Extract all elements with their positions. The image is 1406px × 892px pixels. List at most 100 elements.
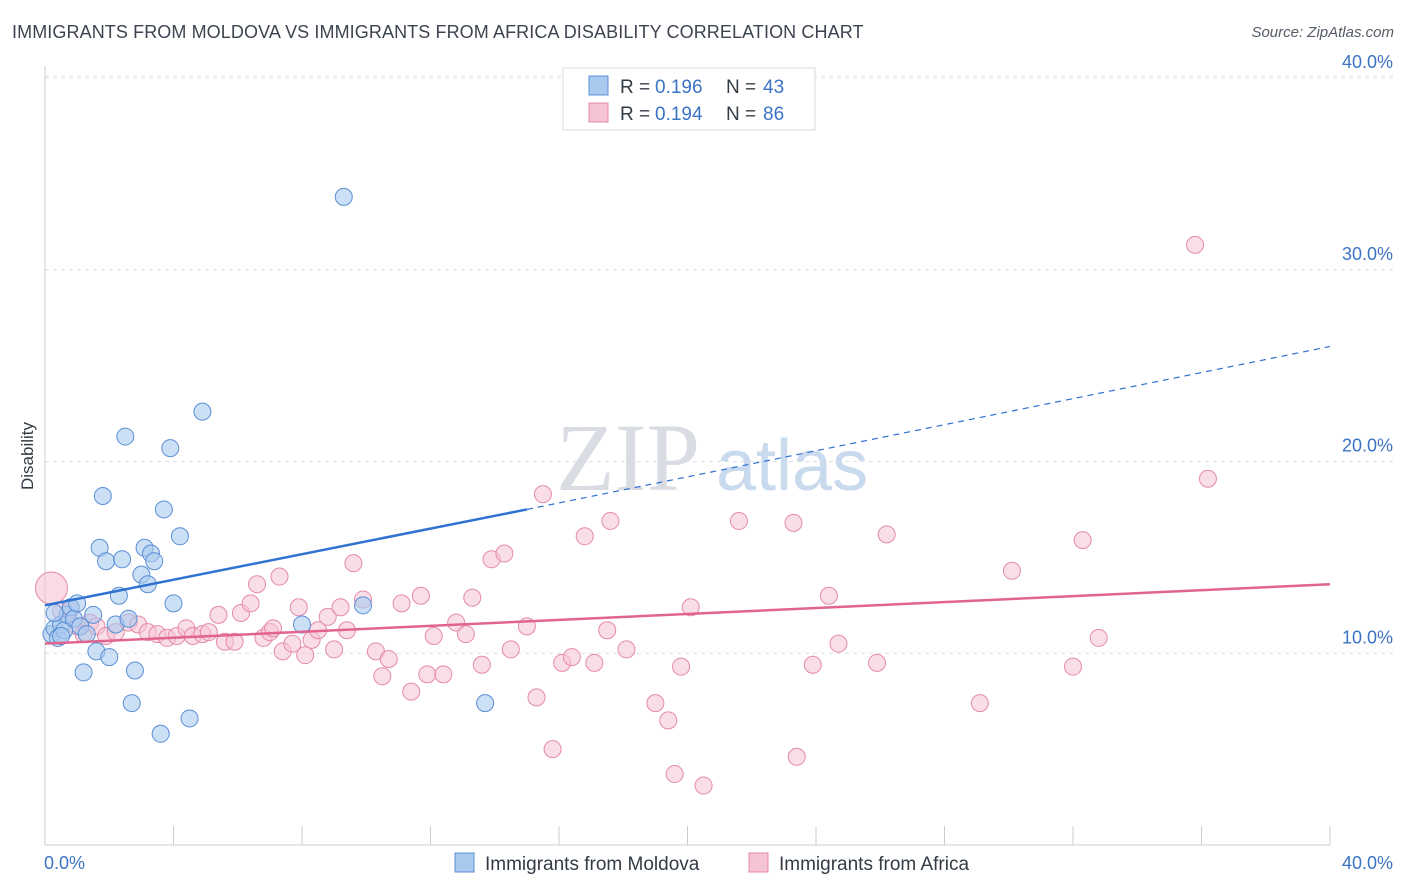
moldova-point: [334, 187, 353, 206]
moldova-point: [97, 552, 116, 571]
x-tick-labels: 0.0% 40.0%: [44, 853, 1393, 873]
africa-point: [424, 626, 443, 645]
africa-point: [331, 598, 350, 617]
y-tick-label-2: 30.0%: [1342, 244, 1393, 264]
source-label: Source: ZipAtlas.com: [1251, 24, 1394, 41]
africa-point: [248, 575, 267, 594]
africa-point: [527, 688, 546, 707]
africa-point: [1198, 469, 1217, 488]
africa-point: [472, 655, 491, 674]
legend-swatch-moldova: [588, 75, 609, 96]
africa-point: [1089, 628, 1108, 647]
africa-point: [199, 623, 218, 642]
africa-point: [289, 598, 308, 617]
africa-point: [225, 632, 244, 651]
africa-point: [241, 594, 260, 613]
africa-point: [970, 694, 989, 713]
watermark-atlas: atlas: [716, 426, 868, 506]
legend-r-label-africa: R =: [620, 104, 650, 125]
africa-point: [325, 640, 344, 659]
africa-point: [681, 598, 700, 617]
moldova-point: [122, 694, 141, 713]
africa-point: [729, 511, 748, 530]
moldova-point: [45, 603, 64, 622]
moldova-point: [113, 550, 132, 569]
legend-swatch-africa: [588, 102, 609, 123]
moldova-point: [100, 648, 119, 667]
axes: [44, 66, 1331, 846]
series-moldova-points: [42, 187, 495, 743]
moldova-point: [145, 552, 164, 571]
africa-point: [601, 511, 620, 530]
africa-point: [1064, 657, 1082, 676]
africa-point: [296, 646, 315, 665]
africa-point: [411, 586, 430, 605]
africa-point: [447, 613, 466, 632]
africa-point: [1073, 531, 1092, 550]
moldova-point: [125, 661, 144, 680]
africa-point: [819, 586, 838, 605]
series-africa-points: [34, 235, 1217, 795]
africa-point: [283, 634, 302, 653]
africa-point: [659, 711, 678, 730]
africa-point: [34, 571, 68, 605]
y-tick-labels: 10.0% 20.0% 30.0% 40.0%: [1342, 52, 1393, 647]
moldova-point: [476, 694, 495, 713]
africa-point: [877, 525, 896, 544]
africa-point: [784, 513, 803, 532]
legend-r-value-moldova: 0.196: [655, 77, 703, 98]
series-legend: Immigrants from Moldova Immigrants from …: [454, 852, 969, 875]
moldova-point: [161, 439, 180, 458]
x-tick-min: 0.0%: [44, 853, 85, 873]
grid-lines: [45, 75, 1393, 654]
moldova-point: [354, 596, 373, 615]
bottom-legend-label-moldova: Immigrants from Moldova: [485, 854, 700, 875]
africa-point: [373, 667, 392, 686]
africa-point: [402, 682, 421, 701]
africa-point: [1186, 235, 1205, 254]
legend-n-value-moldova: 43: [763, 77, 784, 98]
africa-point: [392, 594, 411, 613]
y-axis-title: Disability: [18, 421, 37, 490]
x-tick-max: 40.0%: [1342, 853, 1393, 873]
trend-lines: [44, 345, 1331, 645]
legend-r-value-africa: 0.194: [655, 104, 703, 125]
africa-point: [672, 657, 691, 676]
moldova-trend-solid: [44, 508, 528, 607]
africa-point: [598, 621, 617, 640]
moldova-point: [93, 487, 112, 506]
moldova-point: [170, 527, 189, 546]
y-tick-label-1: 20.0%: [1342, 436, 1393, 456]
moldova-point: [154, 500, 173, 519]
moldova-point: [164, 594, 183, 613]
africa-point: [501, 640, 520, 659]
moldova-point: [77, 625, 96, 644]
africa-point: [434, 665, 453, 684]
africa-point: [575, 527, 594, 546]
chart-title: IMMIGRANTS FROM MOLDOVA VS IMMIGRANTS FR…: [12, 22, 864, 42]
moldova-point: [74, 663, 93, 682]
africa-point: [543, 740, 562, 759]
africa-point: [344, 554, 363, 573]
watermark-zip: ZIP: [556, 404, 700, 511]
y-tick-label-3: 40.0%: [1342, 52, 1393, 72]
africa-point: [665, 765, 684, 784]
bottom-legend-label-africa: Immigrants from Africa: [779, 854, 969, 875]
africa-point: [617, 640, 636, 659]
africa-point: [456, 625, 475, 644]
africa-point: [829, 634, 848, 653]
africa-point: [585, 653, 604, 672]
africa-point: [1002, 561, 1021, 580]
africa-point: [418, 665, 437, 684]
africa-point: [803, 655, 822, 674]
africa-point: [270, 567, 289, 586]
legend-r-label-moldova: R =: [620, 77, 650, 98]
moldova-trend-dashed: [526, 345, 1331, 511]
moldova-point: [193, 402, 212, 421]
africa-point: [533, 485, 552, 504]
africa-point: [463, 588, 482, 607]
moldova-point: [151, 724, 170, 743]
moldova-point: [116, 427, 135, 446]
africa-point: [318, 607, 337, 626]
